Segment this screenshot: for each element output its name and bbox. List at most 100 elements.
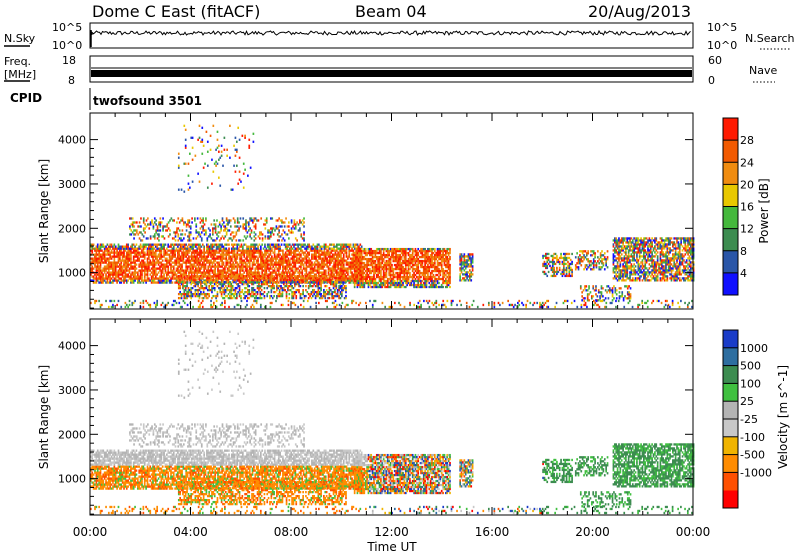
- power-cell: [250, 251, 252, 254]
- power-cell: [367, 261, 370, 265]
- power-cell: [139, 275, 142, 278]
- power-cell: [189, 261, 192, 264]
- power-cell: [189, 249, 192, 252]
- power-cell: [120, 245, 123, 248]
- power-cell: [96, 249, 99, 252]
- power-cell: [203, 269, 205, 272]
- power-cell: [206, 247, 208, 250]
- power-cell: [227, 292, 230, 296]
- power-cell: [185, 281, 188, 284]
- power-cell: [159, 281, 161, 284]
- power-cell: [166, 277, 168, 280]
- power-cell: [131, 271, 134, 274]
- power-cell: [229, 271, 232, 274]
- power-cell: [232, 265, 235, 268]
- power-cell: [207, 253, 210, 256]
- power-cell: [186, 282, 188, 286]
- power-cell: [169, 219, 171, 222]
- power-cell: [360, 263, 363, 267]
- power-cell: [159, 251, 161, 254]
- power-cell: [171, 273, 174, 276]
- power-cell: [124, 245, 127, 248]
- power-cell: [113, 271, 116, 274]
- power-cell: [440, 283, 443, 287]
- power-cell: [303, 278, 306, 282]
- power-cell: [223, 292, 226, 296]
- power-cell: [164, 269, 167, 272]
- power-cell: [228, 267, 230, 270]
- power-cell: [114, 273, 117, 276]
- power-cell: [244, 267, 247, 270]
- power-cell: [175, 247, 178, 250]
- power-cell: [324, 255, 327, 258]
- power-cell: [342, 261, 345, 264]
- power-cell: [159, 277, 161, 280]
- power-cell: [335, 245, 338, 248]
- power-cell: [167, 277, 170, 280]
- power-cell: [445, 273, 447, 277]
- power-cell: [123, 249, 125, 252]
- power-cell: [112, 273, 114, 276]
- power-cell: [123, 251, 125, 254]
- power-cell: [244, 263, 247, 266]
- power-cell: [102, 251, 105, 254]
- power-cell: [182, 245, 185, 248]
- power-cell: [106, 277, 109, 280]
- power-cell: [294, 274, 296, 278]
- power-cell: [392, 277, 395, 281]
- power-cell: [161, 265, 164, 268]
- power-cell: [252, 282, 255, 286]
- power-cell: [212, 259, 215, 262]
- power-cell: [259, 265, 262, 268]
- power-cell: [431, 259, 433, 263]
- power-cell: [168, 261, 171, 264]
- power-cell: [385, 271, 388, 275]
- power-cell: [129, 227, 131, 230]
- power-cell: [362, 279, 364, 283]
- power-cell: [143, 243, 146, 246]
- power-cell: [257, 251, 259, 254]
- power-cell: [278, 290, 281, 294]
- power-cell: [287, 257, 290, 260]
- power-cell: [382, 257, 385, 261]
- power-cell: [132, 281, 135, 284]
- power-cell: [112, 251, 114, 254]
- power-cell: [291, 274, 293, 278]
- power-cell: [149, 253, 152, 256]
- power-cell: [103, 271, 106, 274]
- power-cell: [433, 247, 436, 251]
- power-cell: [345, 290, 347, 294]
- power-cell: [312, 271, 315, 274]
- power-cell: [152, 269, 154, 272]
- power-cell: [215, 257, 218, 260]
- power-cell: [253, 253, 255, 256]
- power-cell: [125, 245, 128, 248]
- power-cell: [254, 251, 257, 254]
- power-cell: [449, 257, 451, 261]
- power-cell: [242, 282, 245, 286]
- power-cell: [221, 265, 223, 268]
- power-cell: [149, 263, 152, 266]
- power-cell: [119, 269, 121, 272]
- power-cell: [230, 249, 233, 252]
- power-cell: [288, 259, 291, 262]
- power-cell: [413, 275, 415, 279]
- power-cell: [236, 261, 239, 264]
- power-cell: [225, 271, 228, 274]
- power-cell: [195, 249, 197, 252]
- power-cell: [214, 253, 217, 256]
- power-cell: [153, 265, 156, 268]
- power-cell: [302, 259, 305, 262]
- power-cell: [157, 253, 160, 256]
- power-cell: [292, 276, 295, 280]
- power-cell: [229, 265, 232, 268]
- power-cell: [391, 265, 393, 269]
- power-cell: [273, 253, 276, 256]
- power-cell: [117, 251, 120, 254]
- power-cell: [248, 288, 251, 292]
- power-cell: [251, 255, 254, 258]
- nave-tick-low: 0: [708, 74, 715, 87]
- power-cell: [258, 243, 261, 246]
- power-cell: [195, 265, 197, 268]
- power-cell: [290, 263, 293, 266]
